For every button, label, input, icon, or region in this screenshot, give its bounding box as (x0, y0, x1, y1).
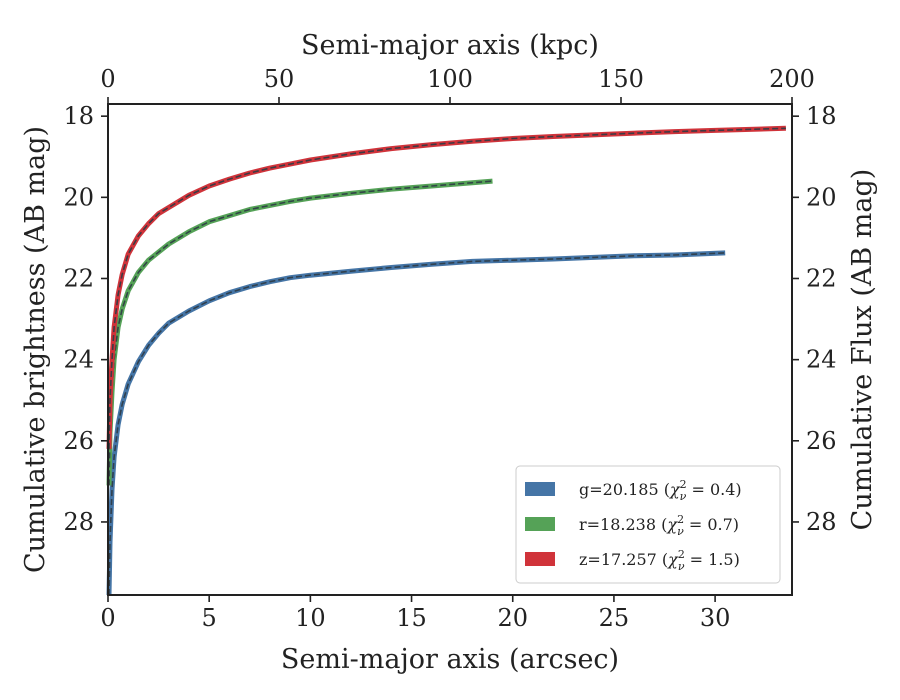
y-axis-label: Cumulative brightness (AB mag) (20, 126, 51, 573)
y-tick-label: 20 (63, 183, 94, 211)
series-model-line-2 (108, 127, 786, 449)
legend-box (515, 465, 781, 584)
legend-label-0: g=20.185 (χ2 ν = 0.4) (579, 478, 742, 503)
series-model-line-0 (108, 252, 726, 596)
x2-tick-label: 100 (427, 65, 473, 93)
y-tick-label: 18 (63, 102, 94, 130)
y2-tick-label: 18 (806, 102, 837, 130)
x2-tick-label: 50 (264, 65, 295, 93)
ticks-layer: 0 5 10 15 20 25 30 0 50 100 150 200 18 18 20 20 22 22 24 24… (63, 65, 836, 632)
x-tick-label: 25 (599, 604, 630, 632)
series-model-line-1 (108, 180, 493, 486)
y-tick-label: 22 (63, 264, 94, 292)
legend: g=20.185 (χ2 ν = 0.4) r=18.238 (χ2 ν = 0.7)… (515, 465, 781, 584)
legend-label-1: r=18.238 (χ2 ν = 0.7) (579, 513, 739, 538)
y2-tick-label: 24 (806, 346, 837, 374)
x-tick-label: 10 (295, 604, 326, 632)
x2-tick-label: 200 (769, 65, 815, 93)
x2-tick-label: 0 (100, 65, 115, 93)
y-tick-label: 24 (63, 346, 94, 374)
series-layer (106, 125, 786, 596)
y-tick-label: 26 (63, 427, 94, 455)
y-tick-label: 28 (63, 508, 94, 536)
series-band-2 (106, 125, 786, 449)
series-band-1 (106, 178, 493, 486)
legend-swatch-0 (525, 482, 555, 496)
y2-tick-label: 22 (806, 264, 837, 292)
y2-tick-label: 20 (806, 183, 837, 211)
x-axis-label: Semi-major axis (arcsec) (281, 644, 619, 675)
x-tick-label: 20 (497, 604, 528, 632)
y2-tick-label: 28 (806, 508, 837, 536)
x-tick-label: 30 (700, 604, 731, 632)
y2-tick-label: 26 (806, 427, 837, 455)
y2-axis-label: Cumulative Flux (AB mag) (847, 169, 878, 531)
legend-swatch-1 (525, 517, 555, 531)
x2-tick-label: 150 (598, 65, 644, 93)
x-tick-label: 0 (100, 604, 115, 632)
legend-swatch-2 (525, 552, 555, 566)
legend-label-2: z=17.257 (χ2 ν = 1.5) (579, 548, 740, 573)
x-tick-label: 5 (202, 604, 217, 632)
x2-axis-label: Semi-major axis (kpc) (301, 30, 599, 61)
x-tick-label: 15 (396, 604, 427, 632)
